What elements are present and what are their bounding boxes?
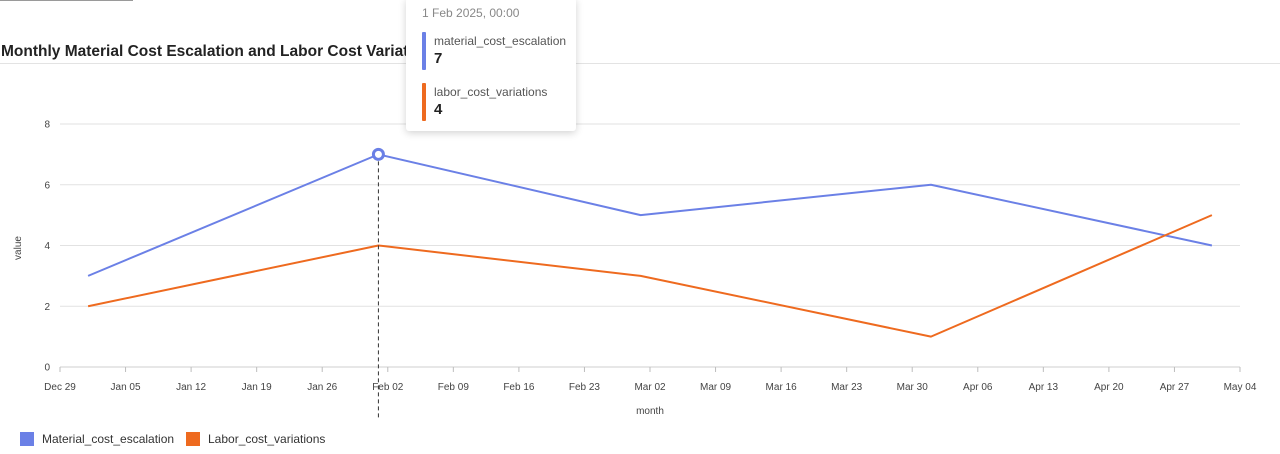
tooltip-material-value: 7 — [434, 50, 443, 67]
x-tick-label: Mar 02 — [634, 382, 666, 393]
tooltip-labor-name: labor_cost_variations — [434, 85, 548, 99]
y-tick-label: 4 — [44, 241, 50, 252]
tooltip-labor-value: 4 — [434, 101, 443, 118]
title-divider — [0, 63, 1280, 64]
x-tick-label: Mar 16 — [766, 382, 798, 393]
tooltip-material-name: material_cost_escalation — [434, 34, 567, 48]
tooltip-material-swatch — [422, 32, 426, 70]
legend-labor-label: Labor_cost_variations — [208, 432, 326, 446]
x-tick-label: Mar 23 — [831, 382, 863, 393]
x-tick-label: Mar 30 — [897, 382, 929, 393]
x-tick-label: Jan 12 — [176, 382, 206, 393]
chart-title: Monthly Material Cost Escalation and Lab… — [1, 43, 441, 60]
top-underline — [0, 0, 133, 1]
legend-material-label: Material_cost_escalation — [42, 432, 175, 446]
series-line-material_cost_escalation[interactable] — [87, 153, 1213, 277]
x-axis-title: month — [636, 406, 664, 417]
x-tick-label: Apr 27 — [1160, 382, 1190, 393]
x-tick-label: Feb 09 — [438, 382, 470, 393]
legend-labor-swatch — [186, 432, 200, 446]
tooltip-date: 1 Feb 2025, 00:00 — [422, 6, 520, 20]
series-line-labor_cost_variations[interactable] — [87, 214, 1213, 338]
x-tick-label: Apr 06 — [963, 382, 993, 393]
x-tick-label: Jan 26 — [307, 382, 337, 393]
x-tick-label: Feb 16 — [503, 382, 535, 393]
x-tick-label: Apr 20 — [1094, 382, 1124, 393]
x-tick-label: Jan 19 — [242, 382, 272, 393]
x-tick-label: Feb 02 — [372, 382, 404, 393]
x-tick-label: Feb 23 — [569, 382, 601, 393]
y-tick-label: 8 — [44, 120, 50, 131]
chart-tooltip: 1 Feb 2025, 00:00 material_cost_escalati… — [406, 0, 576, 131]
tooltip-labor-swatch — [422, 83, 426, 121]
y-axis-title: value — [13, 236, 24, 260]
y-tick-label: 6 — [44, 180, 50, 191]
x-tick-label: May 04 — [1224, 382, 1257, 393]
y-tick-label: 2 — [44, 302, 50, 313]
x-tick-label: Jan 05 — [111, 382, 141, 393]
y-tick-label: 0 — [44, 363, 50, 374]
x-tick-label: Dec 29 — [44, 382, 76, 393]
x-tick-label: Mar 09 — [700, 382, 732, 393]
legend-material-swatch — [20, 432, 34, 446]
x-tick-label: Apr 13 — [1029, 382, 1059, 393]
hover-point-marker — [371, 147, 385, 161]
